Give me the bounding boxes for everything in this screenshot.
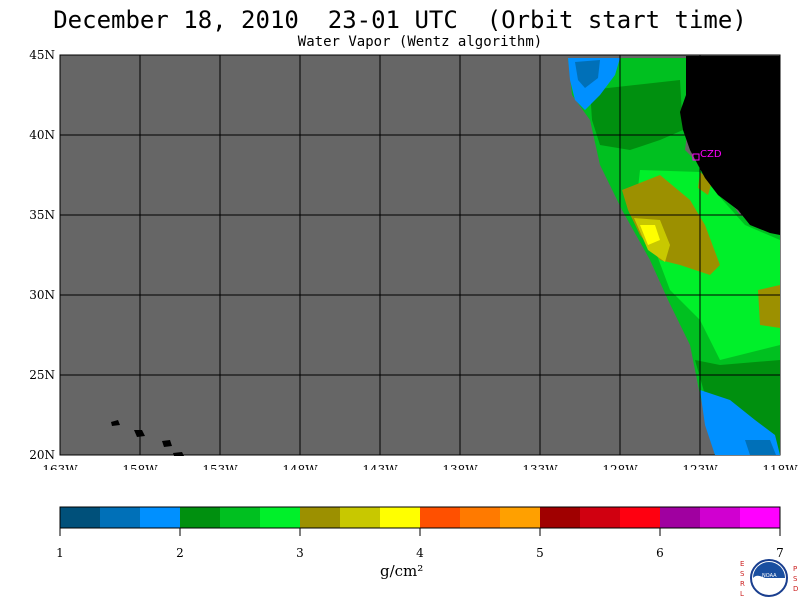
colorbar-swatch (380, 507, 421, 528)
longitude-label: 143W (362, 463, 398, 470)
longitude-label: 158W (122, 463, 158, 470)
logo-letter-s: S (740, 570, 745, 578)
colorbar-swatch (660, 507, 701, 528)
swath-olive-coast (698, 172, 712, 195)
colorbar-swatch (180, 507, 221, 528)
latitude-labels: 45N 40N 35N 30N 25N 20N (29, 48, 55, 462)
swath-dark-green-north (590, 80, 683, 150)
colorbar-swatches (60, 507, 781, 528)
longitude-label: 118W (762, 463, 798, 470)
colorbar-swatch (460, 507, 501, 528)
longitude-label: 128W (602, 463, 638, 470)
logo-letter-s2: S (793, 575, 798, 583)
station-marker (692, 153, 700, 161)
latitude-label: 30N (29, 288, 55, 302)
longitude-label: 148W (282, 463, 318, 470)
longitude-label: 123W (682, 463, 718, 470)
logo-letter-p: P (793, 565, 797, 573)
colorbar-swatch (100, 507, 141, 528)
swath-blue-south (700, 390, 780, 455)
colorbar-swatch (580, 507, 621, 528)
colorbar-unit: g/cm² (380, 562, 424, 580)
colorbar-swatch (540, 507, 581, 528)
longitude-label: 153W (202, 463, 238, 470)
swath-olive-east (758, 285, 780, 328)
colorbar-swatch (60, 507, 101, 528)
colorbar-swatch (340, 507, 381, 528)
swath-darkblue-north (575, 60, 600, 88)
longitude-label: 138W (442, 463, 478, 470)
latitude-label: 20N (29, 448, 55, 462)
colorbar-swatch (260, 507, 301, 528)
colorbar-swatch (620, 507, 661, 528)
water-vapor-swath (568, 58, 780, 455)
colorbar-swatch (740, 507, 781, 528)
swath-yellow (640, 225, 660, 245)
swath-olive (622, 175, 720, 275)
latitude-label: 35N (29, 208, 55, 222)
colorbar-swatch (700, 507, 741, 528)
colorbar-tick-label: 1 (56, 546, 64, 560)
colorbar-tick-label: 7 (776, 546, 784, 560)
colorbar-tick-label: 4 (416, 546, 424, 560)
swath-darkblue-south (745, 440, 776, 455)
logo-letter-e: E (740, 560, 744, 568)
colorbar-swatch (500, 507, 541, 528)
longitude-label: 163W (42, 463, 78, 470)
logo-letter-r: R (740, 580, 745, 588)
map-title: December 18, 2010 23-01 UTC (Orbit start… (53, 6, 747, 34)
lat-lon-grid (60, 55, 780, 455)
colorbar-swatch (420, 507, 461, 528)
colorbar-tick-label: 3 (296, 546, 304, 560)
colorbar-tick-label: 6 (656, 546, 664, 560)
colorbar-tick-label: 5 (536, 546, 544, 560)
colorbar-swatch (140, 507, 181, 528)
land-north-america (680, 56, 780, 235)
latitude-label: 40N (29, 128, 55, 142)
svg-text:NOAA: NOAA (762, 573, 777, 579)
colorbar-tick-label: 2 (176, 546, 184, 560)
latitude-label: 25N (29, 368, 55, 382)
longitude-labels: 163W 158W 153W 148W 143W 138W 133W 128W 123W 118W (42, 463, 798, 470)
logo-letter-d: D (793, 585, 798, 593)
logo-letter-l: L (740, 590, 744, 598)
colorbar-swatch (300, 507, 341, 528)
colorbar-swatch (220, 507, 261, 528)
longitude-label: 133W (522, 463, 558, 470)
map-subtitle: Water Vapor (Wentz algorithm) (297, 34, 543, 50)
colorbar-tick-labels: 1 2 3 4 5 6 7 (56, 528, 784, 560)
noaa-logo: E S R L P S D NOAA (740, 559, 798, 598)
hawaiian-islands (111, 420, 184, 456)
latitude-label: 45N (29, 48, 55, 62)
station-label: CZD (700, 149, 722, 160)
